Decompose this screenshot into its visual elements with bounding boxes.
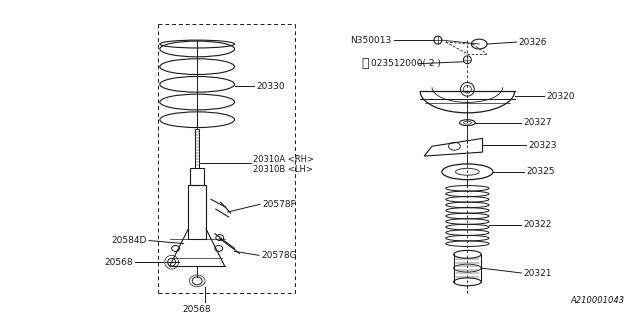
Bar xyxy=(188,185,206,239)
Text: 20568: 20568 xyxy=(183,305,211,315)
Text: 20310B <LH>: 20310B <LH> xyxy=(253,165,313,174)
Text: N350013: N350013 xyxy=(351,36,392,44)
Text: 20584D: 20584D xyxy=(112,236,147,245)
Text: 20310A <RH>: 20310A <RH> xyxy=(253,155,314,164)
Text: 20323: 20323 xyxy=(528,141,557,150)
Text: 20330: 20330 xyxy=(256,82,285,91)
Text: Ⓝ: Ⓝ xyxy=(362,57,369,70)
Text: 20321: 20321 xyxy=(524,268,552,277)
Text: 20322: 20322 xyxy=(524,220,552,229)
Text: 20578F: 20578F xyxy=(262,200,296,209)
Text: 20325: 20325 xyxy=(526,167,555,176)
Text: 20578G: 20578G xyxy=(261,251,297,260)
Text: 20326: 20326 xyxy=(518,37,547,47)
Text: 023512000( 2 ): 023512000( 2 ) xyxy=(371,59,441,68)
Text: 20320: 20320 xyxy=(546,92,575,100)
Bar xyxy=(195,129,199,168)
Text: 20568: 20568 xyxy=(105,258,133,267)
Bar xyxy=(190,168,204,185)
Text: 20327: 20327 xyxy=(524,118,552,127)
Text: A210001043: A210001043 xyxy=(570,296,625,305)
